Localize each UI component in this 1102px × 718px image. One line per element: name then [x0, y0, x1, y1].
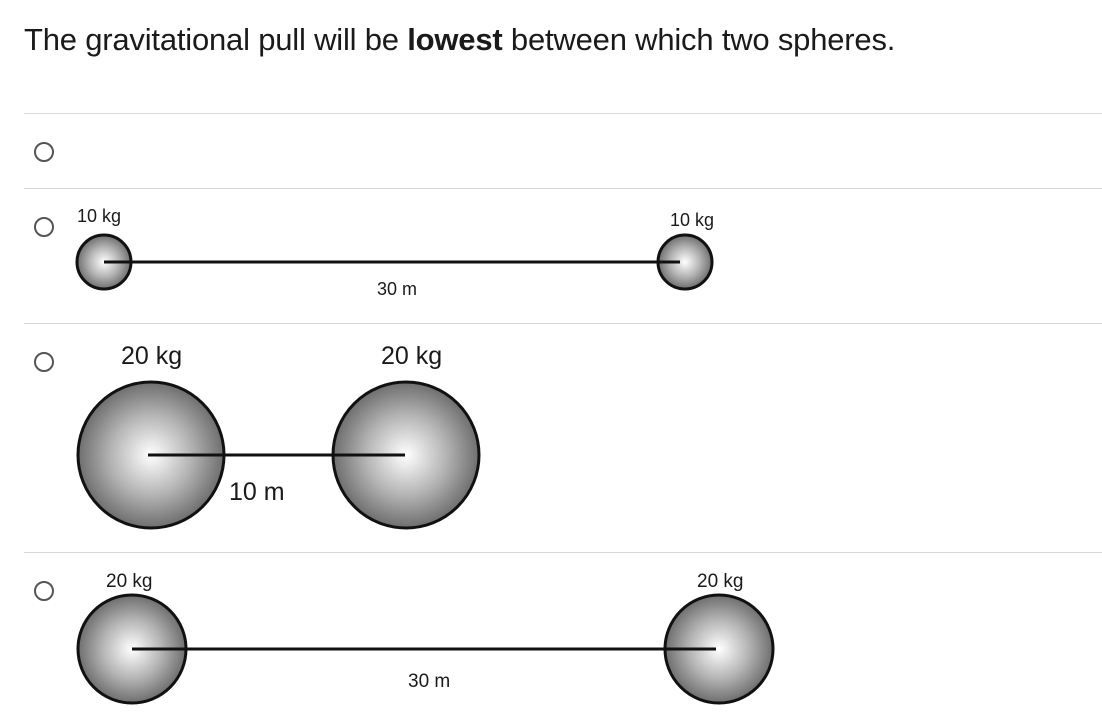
- mass-label-left: 20 kg: [106, 571, 152, 592]
- radio-option-a[interactable]: [34, 142, 54, 162]
- mass-label-left: 10 kg: [77, 206, 121, 226]
- distance-label: 30 m: [377, 279, 417, 299]
- sphere-diagram-option-c: 20 kg 20 kg 10 m: [76, 342, 481, 530]
- question-emphasis: lowest: [407, 22, 503, 57]
- divider: [24, 113, 1102, 114]
- radio-option-d[interactable]: [34, 581, 54, 601]
- mass-label-left: 20 kg: [121, 342, 182, 370]
- divider: [24, 188, 1102, 189]
- question-prefix: The gravitational pull will be: [24, 22, 408, 57]
- question-suffix: between which two spheres.: [502, 22, 896, 57]
- answer-option-a[interactable]: [0, 114, 1102, 188]
- radio-option-b[interactable]: [34, 217, 54, 237]
- radio-option-c[interactable]: [34, 352, 54, 372]
- sphere-diagram-option-b: 10 kg 10 kg 30 m: [75, 206, 714, 299]
- mass-label-right: 20 kg: [697, 571, 743, 592]
- mass-label-right: 20 kg: [381, 342, 442, 370]
- divider: [24, 552, 1102, 553]
- answer-option-d[interactable]: 20 kg 20 kg 30 m: [0, 553, 1102, 718]
- answer-option-c[interactable]: 20 kg 20 kg 10 m: [0, 324, 1102, 552]
- mass-label-right: 10 kg: [670, 210, 714, 230]
- answer-option-b[interactable]: 10 kg 10 kg 30 m: [0, 189, 1102, 323]
- divider: [24, 323, 1102, 324]
- question-text: The gravitational pull will be lowest be…: [24, 22, 895, 58]
- distance-label: 10 m: [229, 478, 285, 506]
- sphere-diagram-option-d: 20 kg 20 kg 30 m: [76, 571, 775, 705]
- distance-label: 30 m: [408, 671, 450, 692]
